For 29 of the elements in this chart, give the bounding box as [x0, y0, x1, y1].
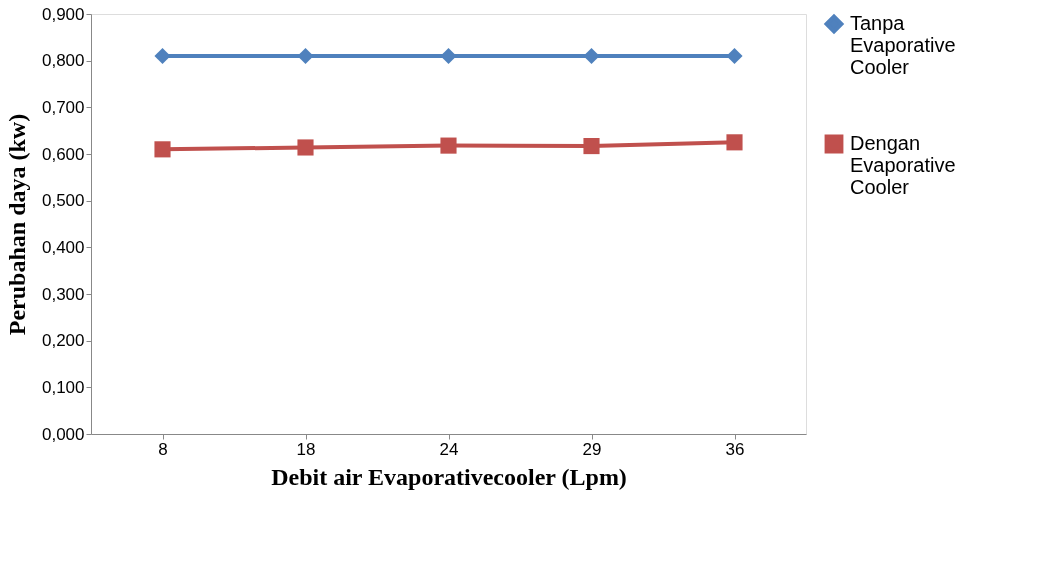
y-tick-label: 0,200: [41, 331, 85, 351]
y-axis-title: Perubahan daya (kw): [3, 113, 30, 336]
legend-label: Tanpa Evaporative Cooler: [850, 12, 956, 78]
point: [297, 139, 314, 156]
point: [726, 134, 743, 151]
y-tick-label: 0,100: [41, 377, 85, 397]
y-tick-label: 0,600: [41, 144, 85, 164]
y-tick-label: 0,900: [41, 4, 85, 24]
point: [583, 47, 600, 65]
y-tick-label: 0,300: [41, 284, 85, 304]
x-axis-title: Debit air Evaporativecooler (Lpm): [271, 463, 627, 490]
y-tick-label: 0,500: [41, 191, 85, 211]
point: [726, 47, 743, 65]
point: [154, 141, 171, 158]
point: [440, 137, 457, 154]
y-tick-label: 0,700: [41, 97, 85, 117]
legend-label: Dengan Evaporative Cooler: [850, 132, 956, 198]
x-tick-label: 36: [725, 439, 745, 459]
x-tick-label: 18: [296, 439, 316, 459]
y-tick-label: 0,400: [41, 237, 85, 257]
point: [440, 47, 457, 65]
y-tick-label: 0,000: [41, 424, 85, 444]
y-tick-label: 0,800: [41, 51, 85, 71]
x-tick-label: 29: [582, 439, 602, 459]
point: [583, 138, 600, 155]
point: [297, 47, 314, 65]
x-tick-label: 8: [158, 439, 168, 459]
x-tick-label: 24: [439, 439, 459, 459]
point: [154, 47, 171, 65]
